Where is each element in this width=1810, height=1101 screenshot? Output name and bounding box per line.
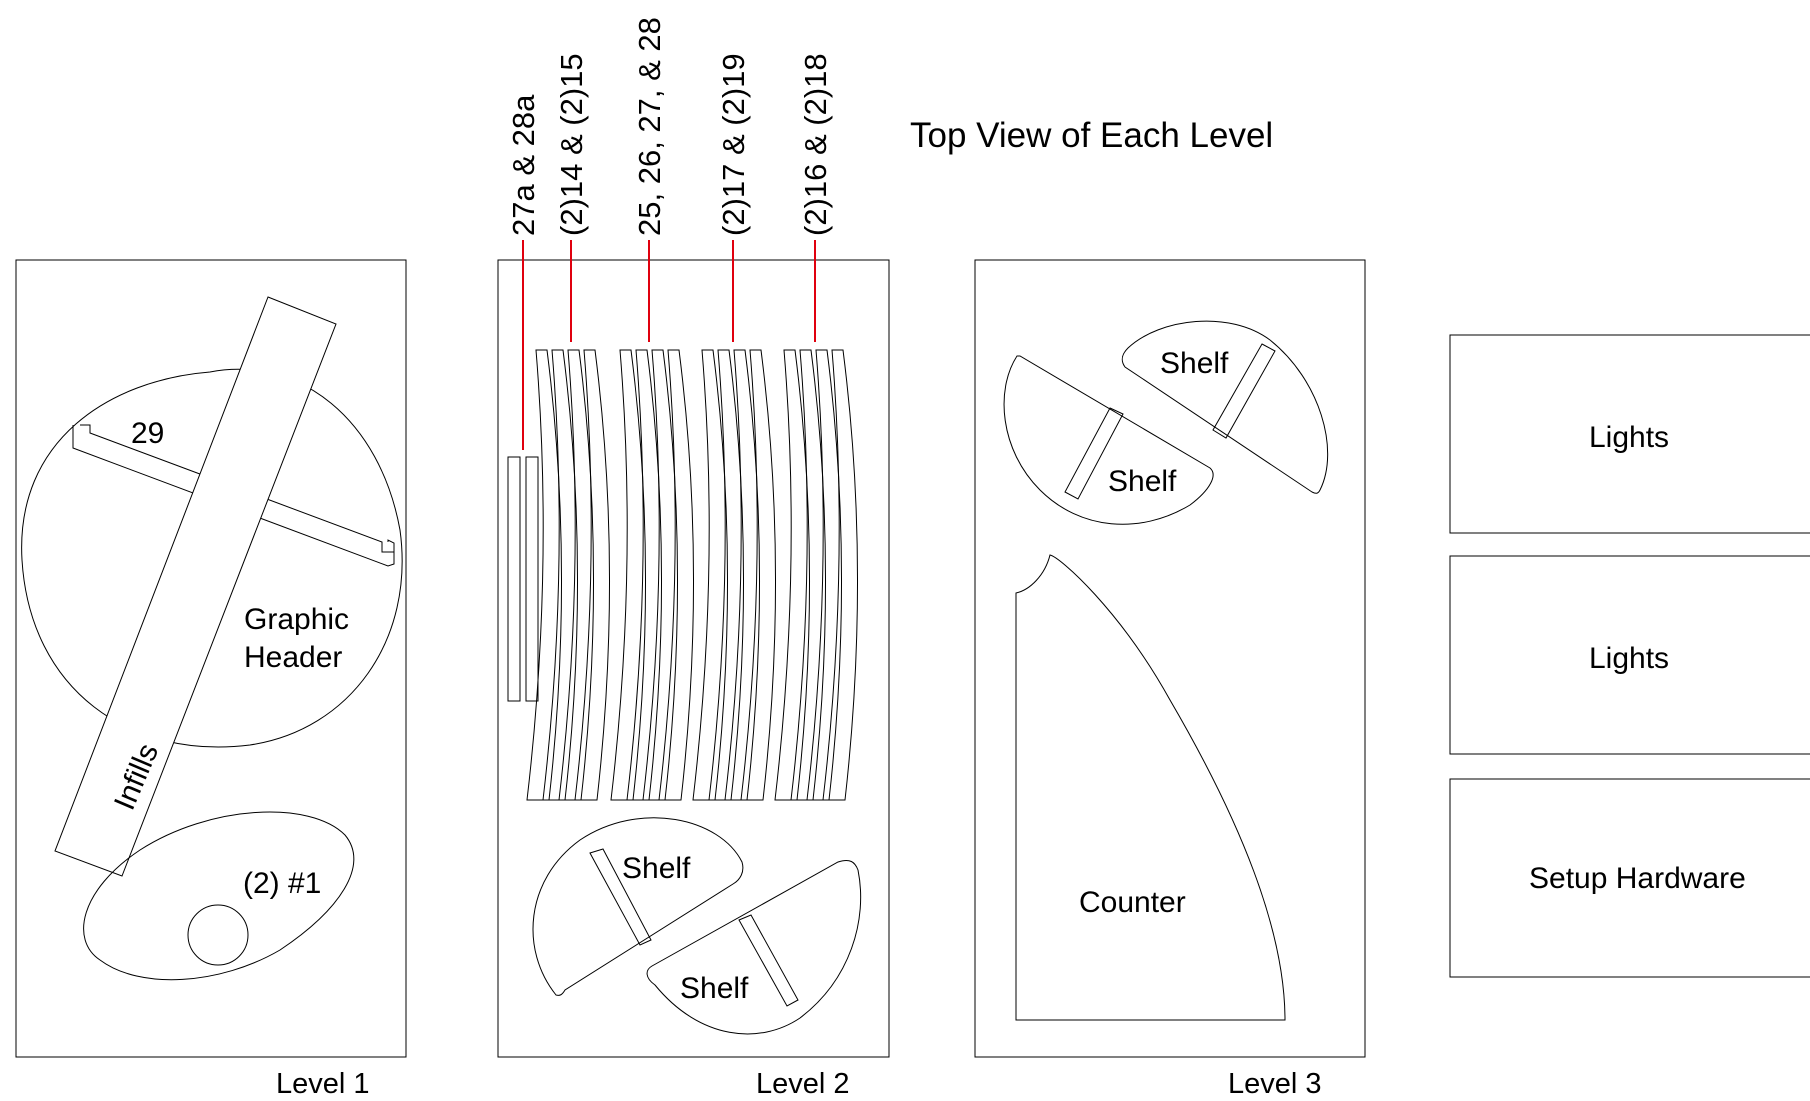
counter-label: Counter [1079, 886, 1186, 919]
slat [822, 349, 858, 801]
graphic-header-shape [21, 368, 403, 748]
shelf-a-shape [532, 817, 744, 996]
level-2-panel: 27a & 28a (2)14 & (2)15 25, 26, 27, & 28… [497, 17, 890, 1100]
callout-label-5: (2)16 & (2)18 [798, 53, 833, 236]
setup-hardware-box [1449, 778, 1810, 978]
counter-shape [1015, 554, 1286, 1021]
level-2-label: Level 2 [756, 1068, 850, 1100]
slat [658, 349, 694, 801]
lights-label-1: Lights [1589, 421, 1669, 454]
drawing-title: Top View of Each Level [910, 116, 1273, 155]
infills-bar [54, 296, 337, 877]
shelf-a-bracket [589, 848, 652, 946]
level-3-label: Level 3 [1228, 1068, 1322, 1100]
shelf-c-label: Shelf [1108, 465, 1177, 498]
slat [574, 349, 610, 801]
shelf-b-shape [646, 859, 862, 1035]
graphic-header-label-2: Header [244, 641, 342, 674]
shelf-b-bracket [738, 914, 799, 1007]
callout-label-3: 25, 26, 27, & 28 [632, 17, 667, 236]
curved-slats [526, 349, 858, 801]
part-29-bar [72, 424, 395, 567]
slat [740, 349, 776, 801]
lights-box-2 [1449, 555, 1810, 755]
part-1-label: (2) #1 [243, 867, 321, 900]
part-29-label: 29 [131, 417, 164, 450]
shelf-b-label: Shelf [680, 972, 749, 1005]
right-boxes: Lights Lights Setup Hardware [1449, 334, 1810, 978]
shelf-d-bracket [1212, 343, 1276, 439]
level-3-panel: Shelf Shelf Counter Level 3 [974, 259, 1366, 1100]
shelf-d-label: Shelf [1160, 347, 1229, 380]
part-28a [525, 456, 539, 702]
shelf-a-label: Shelf [622, 852, 691, 885]
lights-box-1 [1449, 334, 1810, 534]
part-1-shape [83, 811, 355, 981]
callout-label-4: (2)17 & (2)19 [716, 53, 751, 236]
level-3-outline [974, 259, 1366, 1058]
callout-label-1: 27a & 28a [506, 94, 541, 236]
lights-label-2: Lights [1589, 642, 1669, 675]
part-1-hole [187, 904, 249, 966]
level-1-outline [15, 259, 407, 1058]
level-1-panel: 29 Graphic Header Infills (2) #1 Level 1 [15, 259, 407, 1100]
shelf-c-shape [1003, 355, 1214, 525]
graphic-header-label-1: Graphic [244, 603, 349, 636]
shelf-c-bracket [1064, 407, 1124, 500]
level-1-label: Level 1 [276, 1068, 370, 1100]
callout-label-2: (2)14 & (2)15 [554, 53, 589, 236]
setup-hardware-label: Setup Hardware [1529, 862, 1746, 895]
part-27a [507, 456, 521, 702]
shelf-d-shape [1121, 320, 1329, 494]
level-2-outline [497, 259, 890, 1058]
